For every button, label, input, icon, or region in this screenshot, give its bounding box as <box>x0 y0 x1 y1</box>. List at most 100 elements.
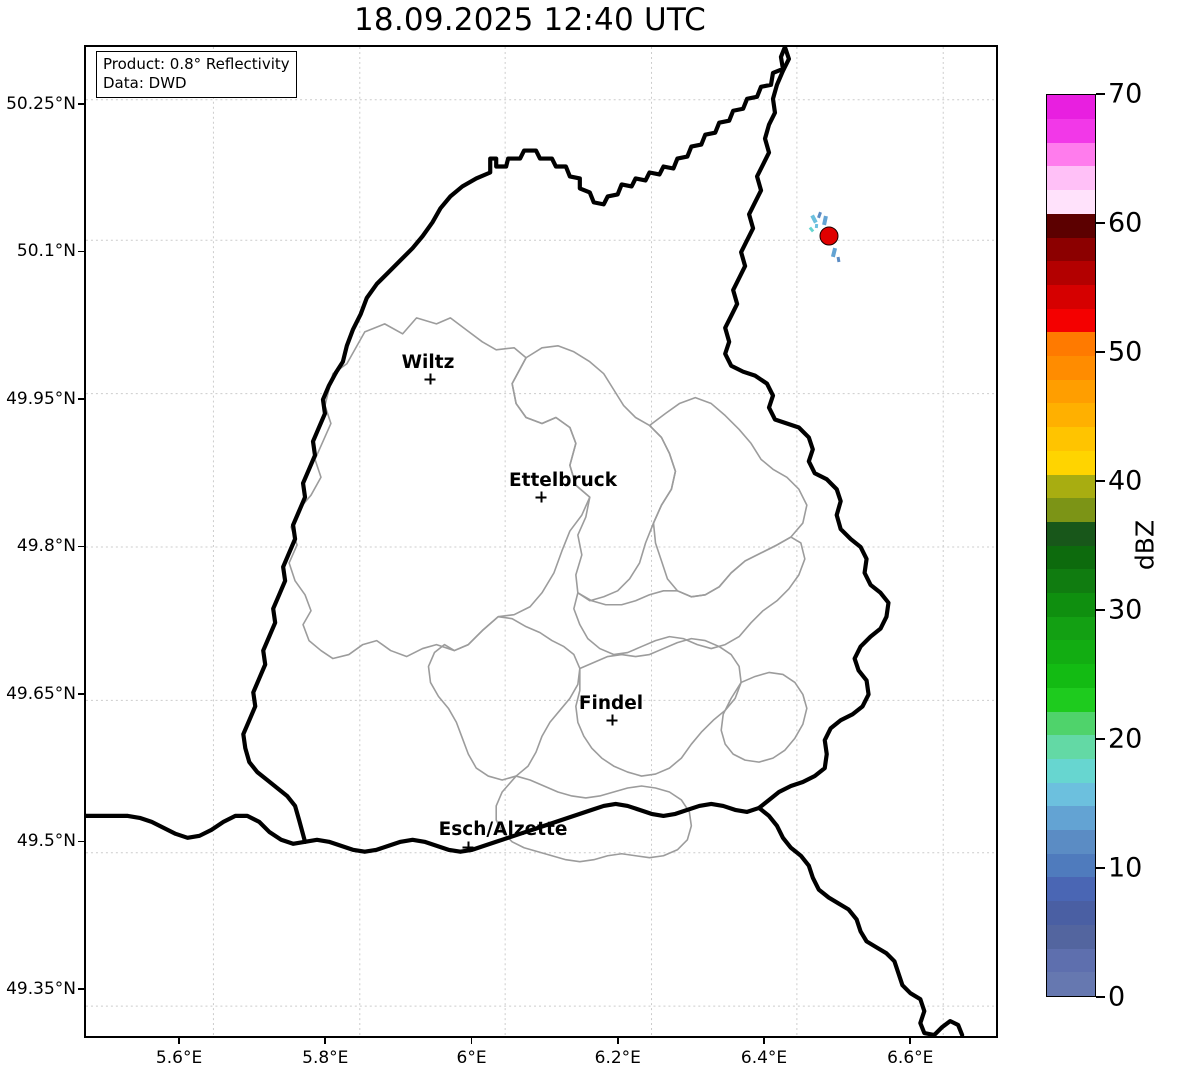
colorbar-tick <box>1096 738 1105 740</box>
colorbar-tick <box>1096 222 1105 224</box>
x-axis-tick-label: 6.6°E <box>887 1048 934 1068</box>
colorbar-band <box>1047 640 1095 665</box>
colorbar-band <box>1047 758 1095 783</box>
colorbar-band <box>1047 521 1095 546</box>
y-axis-tick <box>78 103 84 105</box>
y-axis-tick <box>78 988 84 990</box>
y-axis-tick-label: 49.65°N <box>6 683 76 704</box>
city-marker-icon <box>462 841 474 853</box>
canton-boundaries <box>288 317 808 863</box>
colorbar-band <box>1047 924 1095 949</box>
x-axis-tick <box>909 1038 912 1044</box>
product-info-box: Product: 0.8° Reflectivity Data: DWD <box>96 51 297 99</box>
y-axis-tick <box>78 840 84 843</box>
colorbar-band <box>1047 308 1095 333</box>
y-axis-tick-label: 49.5°N <box>16 831 76 852</box>
colorbar-band <box>1047 593 1095 617</box>
y-axis-tick <box>78 398 84 400</box>
gridlines <box>86 47 996 1036</box>
x-axis-tick-label: 5.8°E <box>302 1048 349 1068</box>
radar-site-marker[interactable] <box>819 226 839 246</box>
colorbar-band <box>1047 664 1095 688</box>
data-source-line: Data: DWD <box>103 74 187 93</box>
colorbar-band <box>1047 569 1095 594</box>
map-plot-area[interactable] <box>84 45 998 1038</box>
colorbar-tick <box>1096 93 1105 95</box>
colorbar-band <box>1047 545 1095 570</box>
colorbar-band <box>1047 118 1095 143</box>
colorbar-tick-label: 30 <box>1108 594 1143 626</box>
map-svg <box>86 47 996 1036</box>
colorbar-band <box>1047 95 1095 119</box>
colorbar-band <box>1047 379 1095 404</box>
colorbar-band <box>1047 356 1095 380</box>
colorbar-tick <box>1096 480 1105 482</box>
colorbar-band <box>1047 427 1095 451</box>
colorbar-band <box>1047 877 1095 902</box>
x-axis-tick-label: 6°E <box>456 1048 487 1068</box>
city-marker-icon <box>606 714 618 726</box>
colorbar-band <box>1047 616 1095 641</box>
radar-echo-pixel <box>836 256 841 263</box>
colorbar-tick <box>1096 609 1105 611</box>
colorbar-band <box>1047 687 1095 712</box>
y-axis-tick <box>78 250 84 253</box>
colorbar-tick <box>1096 867 1105 869</box>
figure-title: 18.09.2025 12:40 UTC <box>354 2 706 38</box>
colorbar-band <box>1047 972 1095 996</box>
colorbar-band <box>1047 403 1095 428</box>
colorbar-tick-label: 60 <box>1108 207 1143 239</box>
colorbar-band <box>1047 948 1095 973</box>
colorbar-tick-label: 70 <box>1108 78 1143 110</box>
colorbar-band <box>1047 166 1095 191</box>
x-axis-tick <box>763 1038 765 1044</box>
x-axis-tick-label: 5.6°E <box>155 1048 203 1068</box>
colorbar[interactable] <box>1046 94 1096 997</box>
x-axis-tick-label: 6.2°E <box>594 1048 641 1068</box>
y-axis-tick-label: 50.25°N <box>6 93 76 114</box>
y-axis-tick-label: 49.8°N <box>16 536 76 557</box>
y-axis-tick-label: 50.1°N <box>16 241 76 262</box>
city-label: Findel <box>578 693 644 714</box>
colorbar-tick-label: 10 <box>1108 852 1143 884</box>
colorbar-tick-label: 50 <box>1108 336 1143 368</box>
x-axis-tick <box>178 1038 180 1044</box>
city-label: Wiltz <box>401 352 455 373</box>
colorbar-band <box>1047 332 1095 357</box>
city-marker-icon <box>424 373 436 385</box>
colorbar-band <box>1047 806 1095 831</box>
x-axis-tick <box>616 1038 619 1044</box>
colorbar-band <box>1047 853 1095 878</box>
colorbar-band <box>1047 261 1095 285</box>
colorbar-band <box>1047 830 1095 854</box>
y-axis-tick-label: 49.35°N <box>6 978 76 999</box>
colorbar-tick-label: 40 <box>1108 465 1143 497</box>
city-marker-icon <box>535 491 547 503</box>
colorbar-band <box>1047 735 1095 759</box>
colorbar-band <box>1047 901 1095 925</box>
product-line: Product: 0.8° Reflectivity <box>103 55 290 73</box>
x-axis-tick <box>324 1038 327 1044</box>
x-axis-tick <box>470 1038 473 1044</box>
colorbar-band <box>1047 284 1095 309</box>
colorbar-band <box>1047 237 1095 262</box>
y-axis-tick-label: 49.95°N <box>6 388 76 409</box>
colorbar-band <box>1047 782 1095 807</box>
city-label: Esch/Alzette <box>438 819 568 840</box>
colorbar-tick-label: 20 <box>1108 723 1143 755</box>
colorbar-tick <box>1096 996 1105 998</box>
colorbar-band <box>1047 474 1095 499</box>
colorbar-band <box>1047 711 1095 736</box>
x-axis-tick-label: 6.4°E <box>740 1048 788 1068</box>
colorbar-tick-label: 0 <box>1108 981 1126 1013</box>
national-border <box>86 47 965 1036</box>
city-label: Ettelbruck <box>508 470 618 491</box>
colorbar-band <box>1047 190 1095 214</box>
colorbar-unit-label: dBZ <box>1130 519 1160 571</box>
y-axis-tick <box>78 693 84 695</box>
colorbar-band <box>1047 450 1095 475</box>
colorbar-band <box>1047 498 1095 522</box>
colorbar-band <box>1047 142 1095 167</box>
colorbar-tick <box>1096 351 1105 353</box>
